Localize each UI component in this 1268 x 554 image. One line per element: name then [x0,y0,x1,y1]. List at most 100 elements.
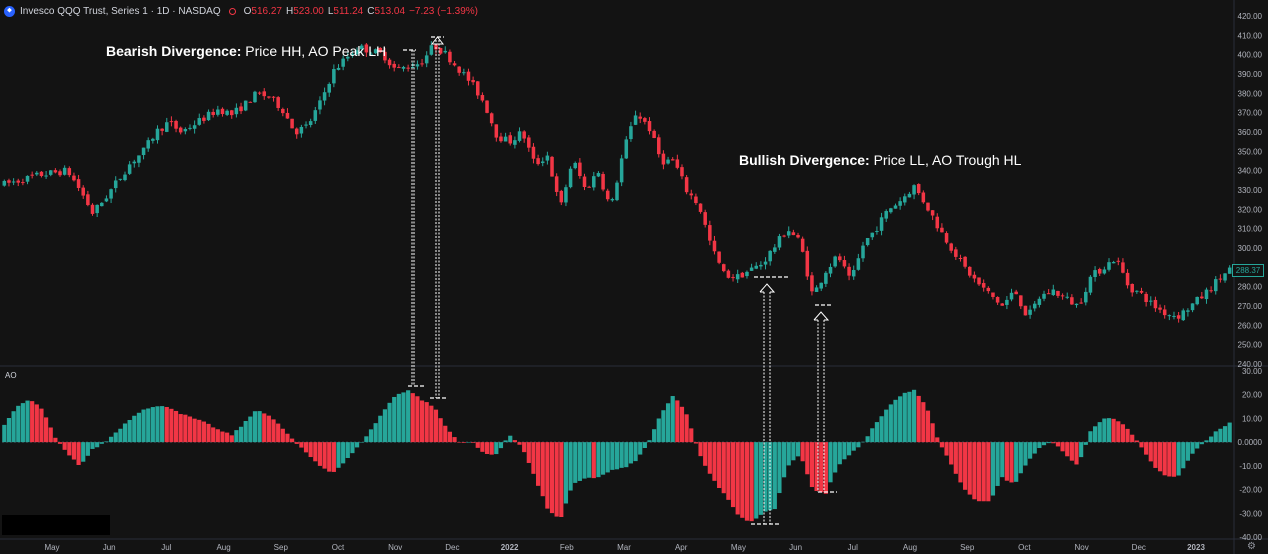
candle-body [633,115,638,125]
ao-bar [1000,442,1005,478]
ao-bar [378,415,383,443]
candle-body [703,212,707,225]
ao-bar [665,403,671,443]
candle-body [141,147,146,156]
candle-body [833,256,837,267]
candle-body [16,180,21,183]
candle-body [1093,270,1097,278]
candle-body [452,63,457,66]
ao-bar [1088,431,1093,443]
candle-body [30,174,34,176]
candle-body [271,96,276,98]
gear-icon[interactable]: ⚙ [1247,541,1256,552]
candle-body [197,118,202,125]
ao-bar [986,442,991,502]
candle-body [1121,262,1125,273]
ao-bar [118,428,123,443]
bearish-text: Price HH, AO Peak LH [241,43,387,59]
ao-bar [480,442,485,452]
ao-bar [95,442,100,448]
time-axis[interactable]: May Jun Jul Aug Sep Oct Nov Dec 2022 Feb Mar Apr May… [44,543,1205,552]
candle-body [870,232,875,238]
candle-body [689,193,694,196]
candle-body [643,118,647,122]
candle-body [118,178,123,180]
ao-bar [71,442,77,460]
ao-bar [921,402,926,443]
ao-bar [661,410,666,443]
ao-bar [461,442,466,443]
ao-bar [856,442,861,448]
ao-pane[interactable] [2,389,1232,522]
ao-bar [396,393,401,443]
candle-body [1209,290,1213,292]
ao-bar [266,415,271,443]
ao-bar [368,429,374,443]
ao-tick-label: -10.00 [1239,462,1262,471]
candle-body [123,174,127,181]
ao-bar [1102,418,1107,443]
ao-bar [466,442,471,443]
candle-body [903,196,907,203]
candle-body [257,92,262,94]
price-pane[interactable] [2,41,1232,323]
candle-body [2,180,7,186]
ao-bar [1116,421,1121,443]
candle-body [879,217,884,231]
candle-body [522,131,526,139]
candle-body [132,161,137,164]
ao-bar [1157,442,1163,472]
ao-bar [703,442,708,466]
ao-bar [1120,424,1126,443]
ao-bar [684,414,689,443]
price-tick-label: 270.00 [1238,302,1263,311]
candle-body [1014,291,1018,295]
candle-body [1009,292,1014,300]
price-tick-label: 410.00 [1238,31,1263,40]
candle-body [958,257,963,259]
candle-body [1200,296,1204,299]
ao-bar [568,442,573,491]
ao-bar [522,442,527,453]
ao-bar [238,426,244,443]
candle-body [443,50,448,53]
indicator-label[interactable]: AO [5,371,17,380]
ao-bar [215,429,220,443]
ao-bar [206,423,211,443]
ao-bar [406,390,411,443]
ao-axis[interactable]: 30.00 20.00 10.00 0.0000 -10.00 -20.00 -30.00 -… [1238,367,1263,542]
ao-bar [1125,428,1130,443]
ao-bar [164,406,169,443]
candle-body [281,108,285,114]
ao-bar [693,442,698,444]
ao-bar [498,442,504,449]
candle-body [861,245,865,259]
price-tick-label: 420.00 [1238,12,1263,21]
candle-body [838,256,842,261]
ao-bar [545,442,550,509]
ao-bar [1032,442,1037,454]
candle-body [629,126,633,140]
candle-body [387,59,392,66]
candle-body [100,202,104,207]
ao-bar [610,442,615,470]
symbol-title[interactable]: Invesco QQQ Trust, Series 1 · 1D · NASDA… [20,5,221,17]
candle-body [151,138,155,141]
candle-body [554,176,559,192]
ao-bar [536,442,541,486]
ao-tick-label: -40.00 [1239,533,1262,542]
ao-bar [262,413,267,443]
high-label: H [286,5,294,17]
ao-bar [169,408,174,443]
candle-body [480,95,485,101]
candle-body [327,83,331,93]
ao-bar [1134,440,1139,443]
ao-bar [549,442,555,514]
candle-body [81,187,85,196]
ao-bar [517,442,522,445]
ao-bar [730,442,736,508]
candle-body [1102,269,1107,274]
candle-body [661,153,666,165]
price-axis[interactable]: 420.00 410.00 400.00 390.00 380.00 370.00 360.… [1238,12,1263,369]
